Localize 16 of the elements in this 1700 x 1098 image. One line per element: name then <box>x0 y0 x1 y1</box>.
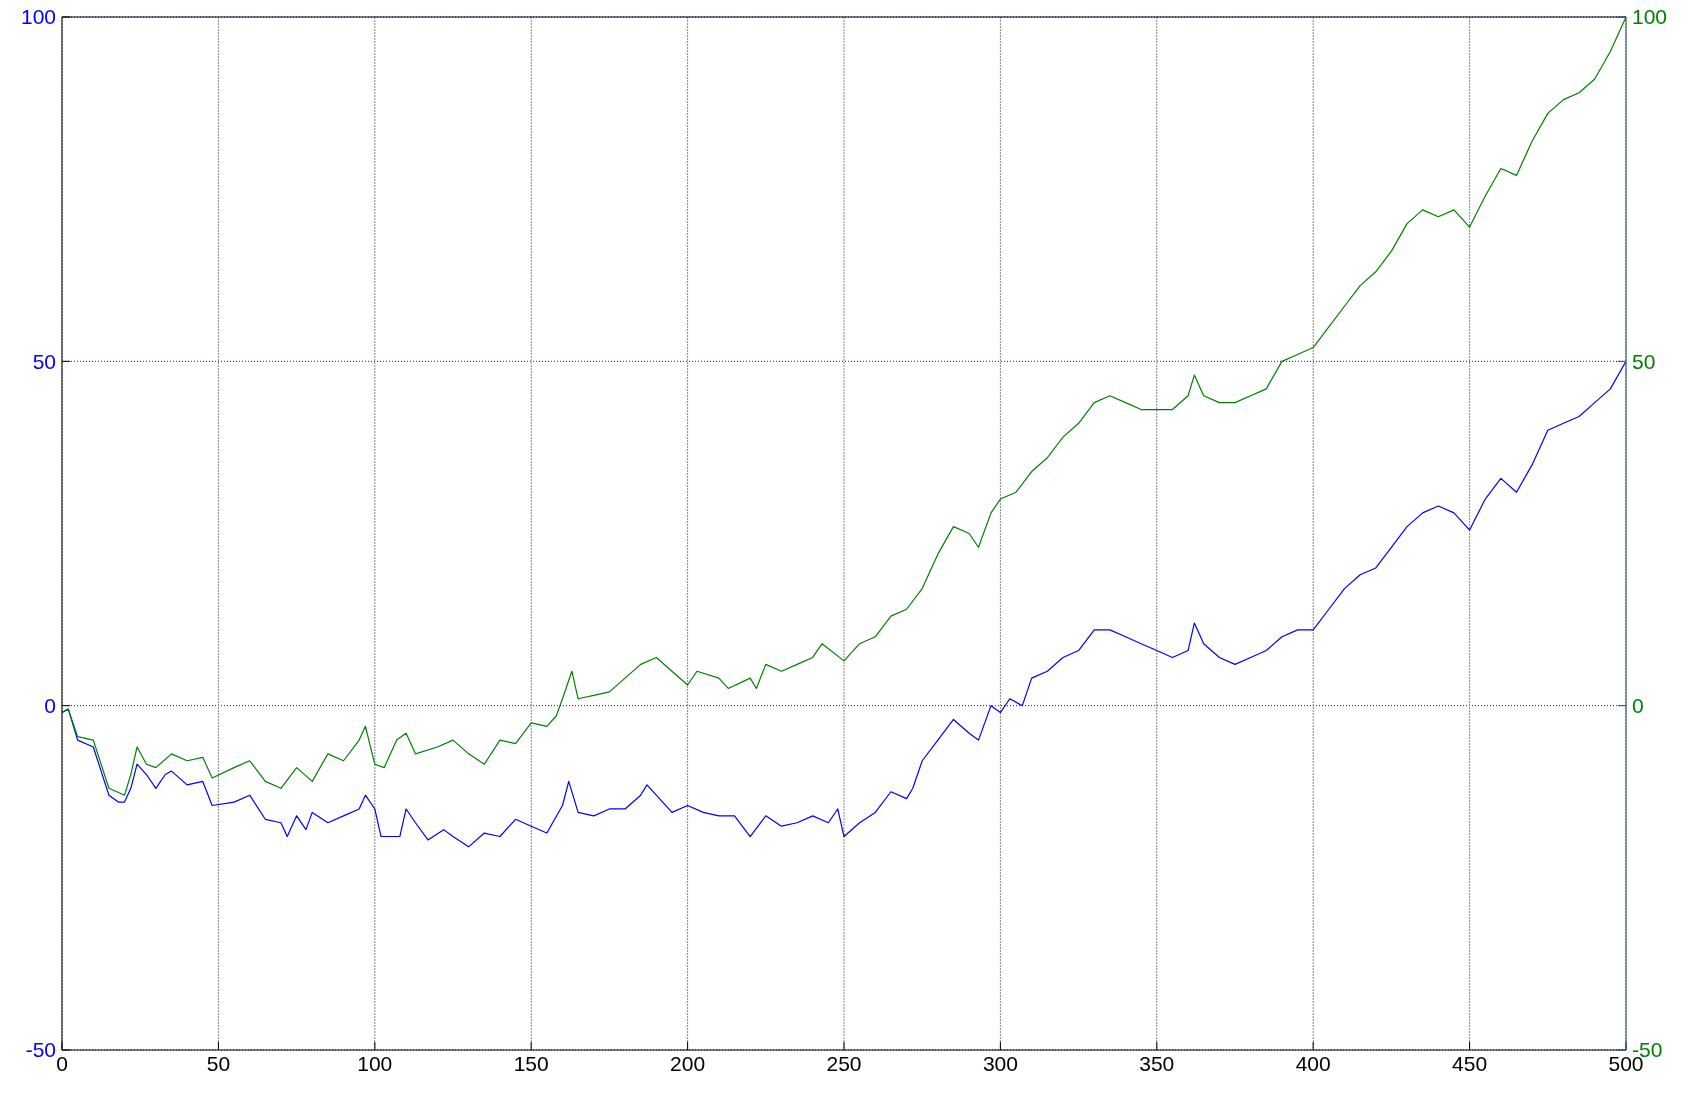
y-tick-label: 100 <box>20 5 56 29</box>
x-tick-label: 300 <box>982 1051 1018 1075</box>
y-tick-label: 50 <box>32 349 56 373</box>
x-tick-label: 450 <box>1452 1051 1488 1075</box>
x-tick-label: 200 <box>670 1051 706 1075</box>
x-tick-label: 400 <box>1295 1051 1331 1075</box>
x-tick-label: 150 <box>513 1051 549 1075</box>
y2-tick-label: 0 <box>1632 694 1644 718</box>
x-tick-label: 100 <box>357 1051 393 1075</box>
y-tick-label: 0 <box>44 694 56 718</box>
y-tick-label: -50 <box>25 1038 56 1062</box>
y2-tick-label: 50 <box>1632 349 1656 373</box>
x-tick-label: 50 <box>206 1051 231 1075</box>
x-tick-label: 250 <box>826 1051 862 1075</box>
y2-tick-label: 100 <box>1632 5 1668 29</box>
x-tick-label: 350 <box>1139 1051 1175 1075</box>
